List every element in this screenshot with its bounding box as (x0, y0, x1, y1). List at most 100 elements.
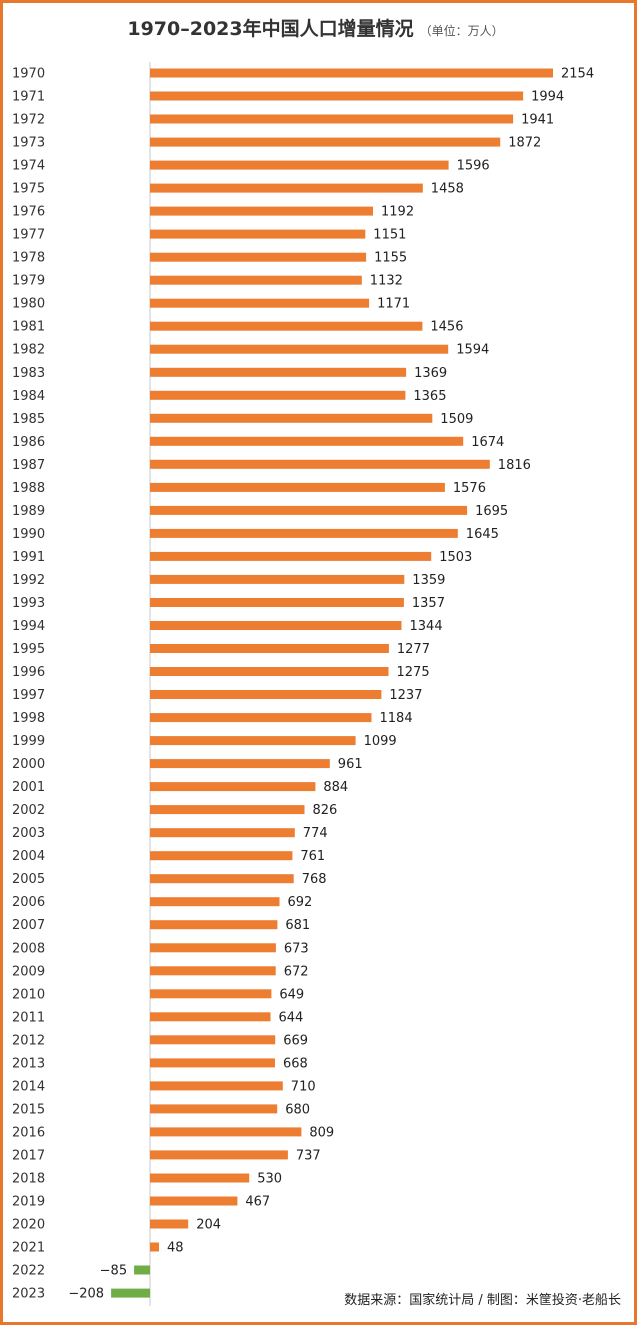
y-tick-label: 1983 (12, 366, 45, 381)
data-label: 1816 (498, 458, 531, 473)
data-label: 1277 (397, 642, 430, 657)
data-label: 1941 (521, 113, 554, 128)
data-label: 668 (283, 1056, 308, 1071)
bar (150, 713, 372, 723)
data-label: 1369 (414, 366, 447, 381)
data-label: 1155 (374, 251, 407, 266)
y-tick-label: 1992 (12, 573, 45, 588)
data-label: 467 (245, 1194, 270, 1209)
data-label: 1365 (413, 389, 446, 404)
y-tick-label: 1973 (12, 136, 45, 151)
data-label: 649 (279, 987, 304, 1002)
data-label: −85 (100, 1264, 127, 1279)
y-tick-label: 1999 (12, 734, 45, 749)
data-label: 1596 (457, 159, 490, 174)
bar (150, 920, 278, 930)
title-row: 1970–2023年中国人口增量情况 （单位：万人） (0, 14, 631, 41)
data-label: 761 (300, 849, 325, 864)
data-label: 1594 (456, 343, 489, 358)
data-label: 2154 (561, 67, 594, 82)
bar (150, 1150, 288, 1160)
bar (150, 805, 305, 815)
y-tick-label: 1970 (12, 67, 45, 82)
data-label: 1275 (397, 665, 430, 680)
chart-unit: （单位：万人） (419, 24, 504, 38)
bar (150, 874, 294, 884)
data-label: 673 (284, 941, 309, 956)
data-source-note: 数据来源：国家统计局 / 制图：米筐投资·老船长 (344, 1293, 621, 1308)
y-tick-label: 2007 (12, 918, 45, 933)
data-label: 681 (285, 918, 310, 933)
data-label: 1994 (531, 90, 564, 105)
bar (150, 275, 362, 285)
y-tick-label: 1987 (12, 458, 45, 473)
y-tick-label: 2006 (12, 895, 45, 910)
bar (150, 1058, 275, 1068)
y-tick-label: 2001 (12, 780, 45, 795)
bar (150, 252, 367, 262)
bar (150, 183, 423, 193)
y-tick-label: 1974 (12, 159, 45, 174)
data-label: 1151 (373, 228, 406, 243)
data-label: 768 (302, 872, 327, 887)
data-label: 680 (285, 1102, 310, 1117)
y-tick-label: 1993 (12, 596, 45, 611)
bar (150, 1104, 278, 1114)
bar (150, 943, 276, 953)
bar (150, 644, 389, 653)
bar (150, 344, 449, 354)
data-label: 737 (296, 1148, 321, 1163)
data-label: 826 (313, 803, 338, 818)
y-tick-label: 2016 (12, 1125, 45, 1140)
data-label: 1357 (412, 596, 445, 611)
y-tick-label: 1978 (12, 251, 45, 266)
bar (150, 1196, 238, 1206)
data-label: 1359 (412, 573, 445, 588)
y-tick-label: 2005 (12, 872, 45, 887)
bar (150, 598, 404, 607)
data-label: 1132 (370, 274, 403, 289)
bar (150, 367, 407, 377)
y-tick-label: 1976 (12, 205, 45, 220)
y-tick-label: 2012 (12, 1033, 45, 1048)
bar (150, 621, 402, 630)
data-label: 672 (284, 964, 309, 979)
data-label: 1503 (439, 550, 472, 565)
data-label: 1509 (440, 412, 473, 427)
y-tick-label: 2009 (12, 964, 45, 979)
data-label: 1458 (431, 182, 464, 197)
bar (150, 667, 389, 676)
y-tick-label: 1972 (12, 113, 45, 128)
bar (150, 1242, 159, 1252)
bar (150, 229, 366, 239)
data-label: 961 (338, 757, 363, 772)
bar (150, 68, 553, 78)
y-tick-label: 2022 (12, 1264, 45, 1279)
y-tick-label: 1996 (12, 665, 45, 680)
y-tick-label: 1982 (12, 343, 45, 358)
bar (111, 1288, 150, 1298)
data-label: 1872 (508, 136, 541, 151)
y-tick-label: 2014 (12, 1079, 45, 1094)
bar (150, 574, 405, 584)
data-label: 48 (167, 1241, 184, 1256)
bar (150, 137, 501, 147)
bar (150, 321, 423, 331)
bar (150, 114, 514, 124)
y-tick-label: 1975 (12, 182, 45, 197)
data-label: 884 (323, 780, 348, 795)
y-tick-label: 2011 (12, 1010, 45, 1025)
bar (150, 782, 316, 792)
y-tick-label: 1995 (12, 642, 45, 657)
bar (150, 298, 370, 308)
bar (150, 1035, 276, 1045)
y-tick-label: 1981 (12, 320, 45, 335)
y-tick-label: 1990 (12, 527, 45, 542)
y-tick-label: 2015 (12, 1102, 45, 1117)
bar (150, 91, 524, 101)
y-tick-label: 1979 (12, 274, 45, 289)
y-tick-label: 2018 (12, 1171, 45, 1186)
bar (150, 206, 373, 216)
data-label: 1099 (364, 734, 397, 749)
